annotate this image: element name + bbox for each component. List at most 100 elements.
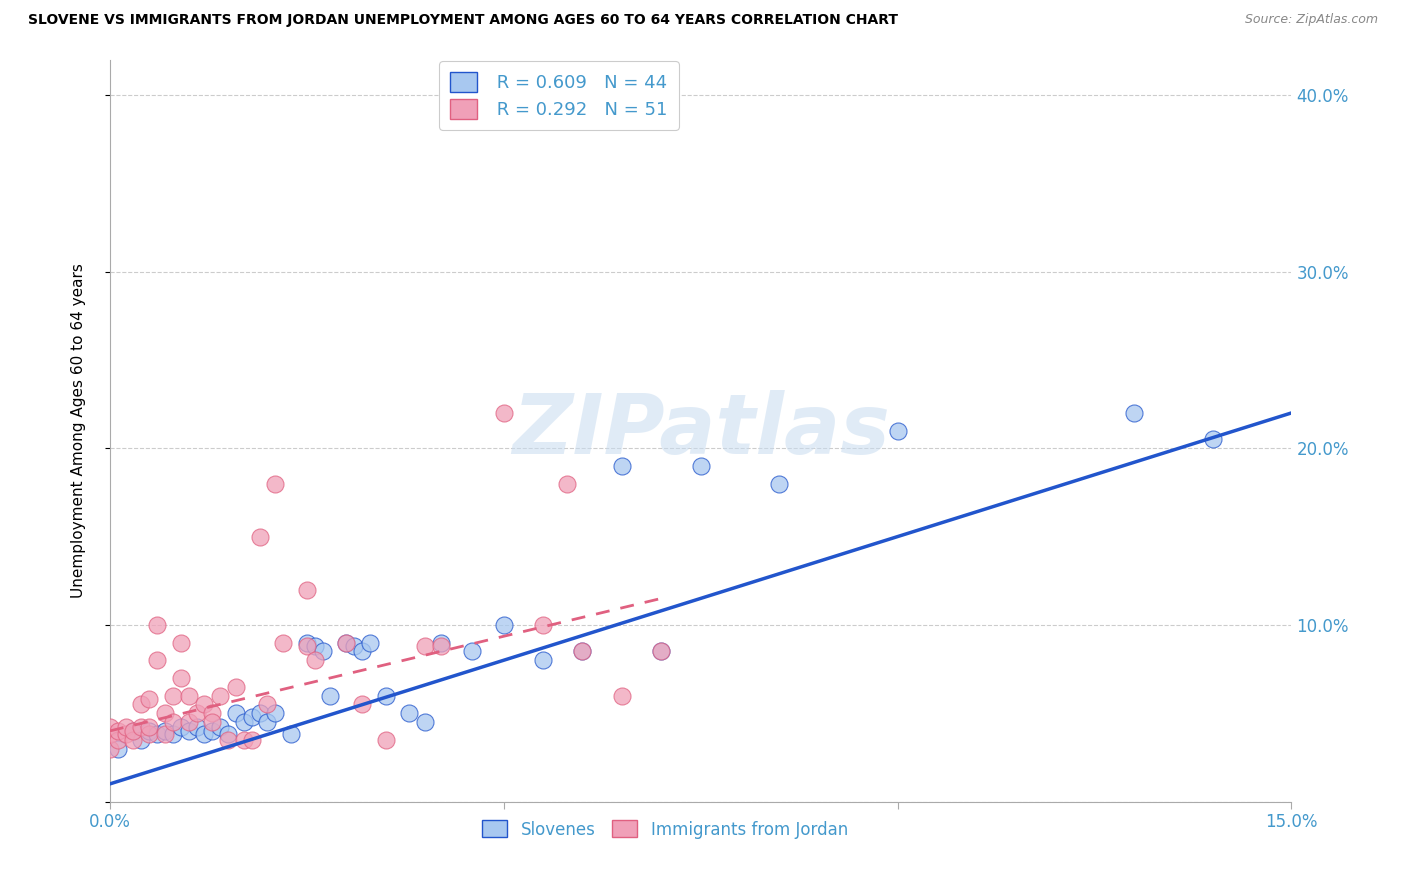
Y-axis label: Unemployment Among Ages 60 to 64 years: Unemployment Among Ages 60 to 64 years [72,263,86,598]
Point [610,689,633,703]
Text: ZIPatlas: ZIPatlas [512,390,890,471]
Point [240,732,263,747]
Point [146,727,169,741]
Point [107,741,129,756]
Point [138,727,160,741]
Point [343,639,366,653]
Point [350,644,373,658]
Legend: Slovenes, Immigrants from Jordan: Slovenes, Immigrants from Jordan [475,814,855,846]
Point [280,727,302,741]
Point [610,458,633,473]
Point [138,692,160,706]
Point [374,689,396,703]
Point [107,723,129,738]
Point [429,635,451,649]
Point [177,689,200,703]
Point [232,732,254,747]
Point [429,639,451,653]
Point [170,635,193,649]
Point [311,644,333,658]
Point [359,635,381,649]
Point [295,635,318,649]
Point [492,618,515,632]
Point [374,732,396,747]
Point [177,723,200,738]
Point [177,715,200,730]
Point [650,644,672,658]
Point [98,741,121,756]
Point [886,424,908,438]
Point [170,671,193,685]
Point [398,706,420,721]
Point [225,706,247,721]
Point [249,530,271,544]
Point [193,727,215,741]
Point [122,723,145,738]
Point [162,715,184,730]
Point [114,720,136,734]
Point [264,706,287,721]
Point [146,653,169,667]
Point [107,732,129,747]
Point [335,635,357,649]
Point [232,715,254,730]
Point [217,727,239,741]
Point [304,653,326,667]
Point [162,727,184,741]
Point [217,732,239,747]
Point [131,720,153,734]
Point [271,635,294,649]
Point [413,639,436,653]
Point [201,715,224,730]
Point [531,653,554,667]
Point [689,458,711,473]
Point [319,689,342,703]
Point [264,476,287,491]
Point [153,727,176,741]
Point [153,723,176,738]
Point [555,476,578,491]
Point [256,698,278,712]
Point [201,706,224,721]
Point [122,732,145,747]
Point [335,635,357,649]
Point [138,723,160,738]
Point [131,698,153,712]
Point [461,644,484,658]
Point [531,618,554,632]
Point [492,406,515,420]
Point [249,706,271,721]
Point [304,639,326,653]
Point [209,720,232,734]
Point [571,644,593,658]
Point [571,644,593,658]
Point [225,680,247,694]
Point [186,706,208,721]
Point [295,582,318,597]
Point [98,727,121,741]
Point [209,689,232,703]
Point [240,710,263,724]
Text: SLOVENE VS IMMIGRANTS FROM JORDAN UNEMPLOYMENT AMONG AGES 60 TO 64 YEARS CORRELA: SLOVENE VS IMMIGRANTS FROM JORDAN UNEMPL… [28,13,898,28]
Point [186,720,208,734]
Point [131,732,153,747]
Point [193,698,215,712]
Point [138,720,160,734]
Text: Source: ZipAtlas.com: Source: ZipAtlas.com [1244,13,1378,27]
Point [114,727,136,741]
Point [295,639,318,653]
Point [162,689,184,703]
Point [1122,406,1144,420]
Point [98,720,121,734]
Point [256,715,278,730]
Point [650,644,672,658]
Point [201,723,224,738]
Point [153,706,176,721]
Point [146,618,169,632]
Point [768,476,790,491]
Point [1202,433,1225,447]
Point [170,720,193,734]
Point [350,698,373,712]
Point [413,715,436,730]
Point [122,723,145,738]
